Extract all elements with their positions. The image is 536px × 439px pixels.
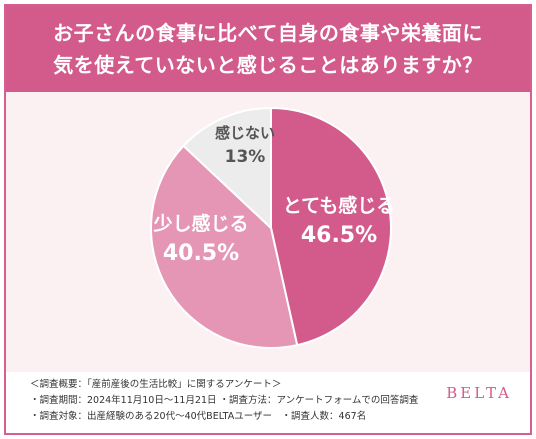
question-title-line2: 気を使えていないと感じることはありますか？ xyxy=(53,53,483,77)
pie-slice-2 xyxy=(150,144,299,349)
brand-logo: BELTA xyxy=(446,384,512,402)
slice-value-3: 13% xyxy=(225,147,266,167)
question-header: お子さんの食事に比べて自身の食事や栄養面に 気を使えていないと感じることはありま… xyxy=(6,6,530,92)
slice-value-1: 46.5% xyxy=(301,223,377,248)
slice-value-2: 40.5% xyxy=(163,241,239,266)
survey-note-target: ・調査対象：出産経験のある20代〜40代BELTAユーザー ・調査人数：467名 xyxy=(30,411,367,422)
question-title-line1: お子さんの食事に比べて自身の食事や栄養面に xyxy=(53,21,483,45)
survey-footer: ＜調査概要：「産前産後の生活比較」に関するアンケート＞ ・調査期間：2024年1… xyxy=(6,372,530,433)
pie-slice-1 xyxy=(270,106,392,347)
slice-label-3: 感じない xyxy=(215,124,275,142)
survey-notes: ＜調査概要：「産前産後の生活比較」に関するアンケート＞ ・調査期間：2024年1… xyxy=(30,377,418,425)
slice-label-1: とても感じる xyxy=(283,194,395,217)
slice-label-2: 少し感じる xyxy=(152,212,248,235)
survey-note-period: ・調査期間：2024年11月10日〜11月21日 ・調査方法：アンケートフォーム… xyxy=(30,395,419,406)
pie-slice-3 xyxy=(182,106,272,231)
pie-chart: とても感じる 46.5% 少し感じる 40.5% 感じない 13% xyxy=(150,106,395,349)
chart-area: とても感じる 46.5% 少し感じる 40.5% 感じない 13% xyxy=(6,92,530,372)
survey-note-heading: ＜調査概要：「産前産後の生活比較」に関するアンケート＞ xyxy=(30,379,282,390)
